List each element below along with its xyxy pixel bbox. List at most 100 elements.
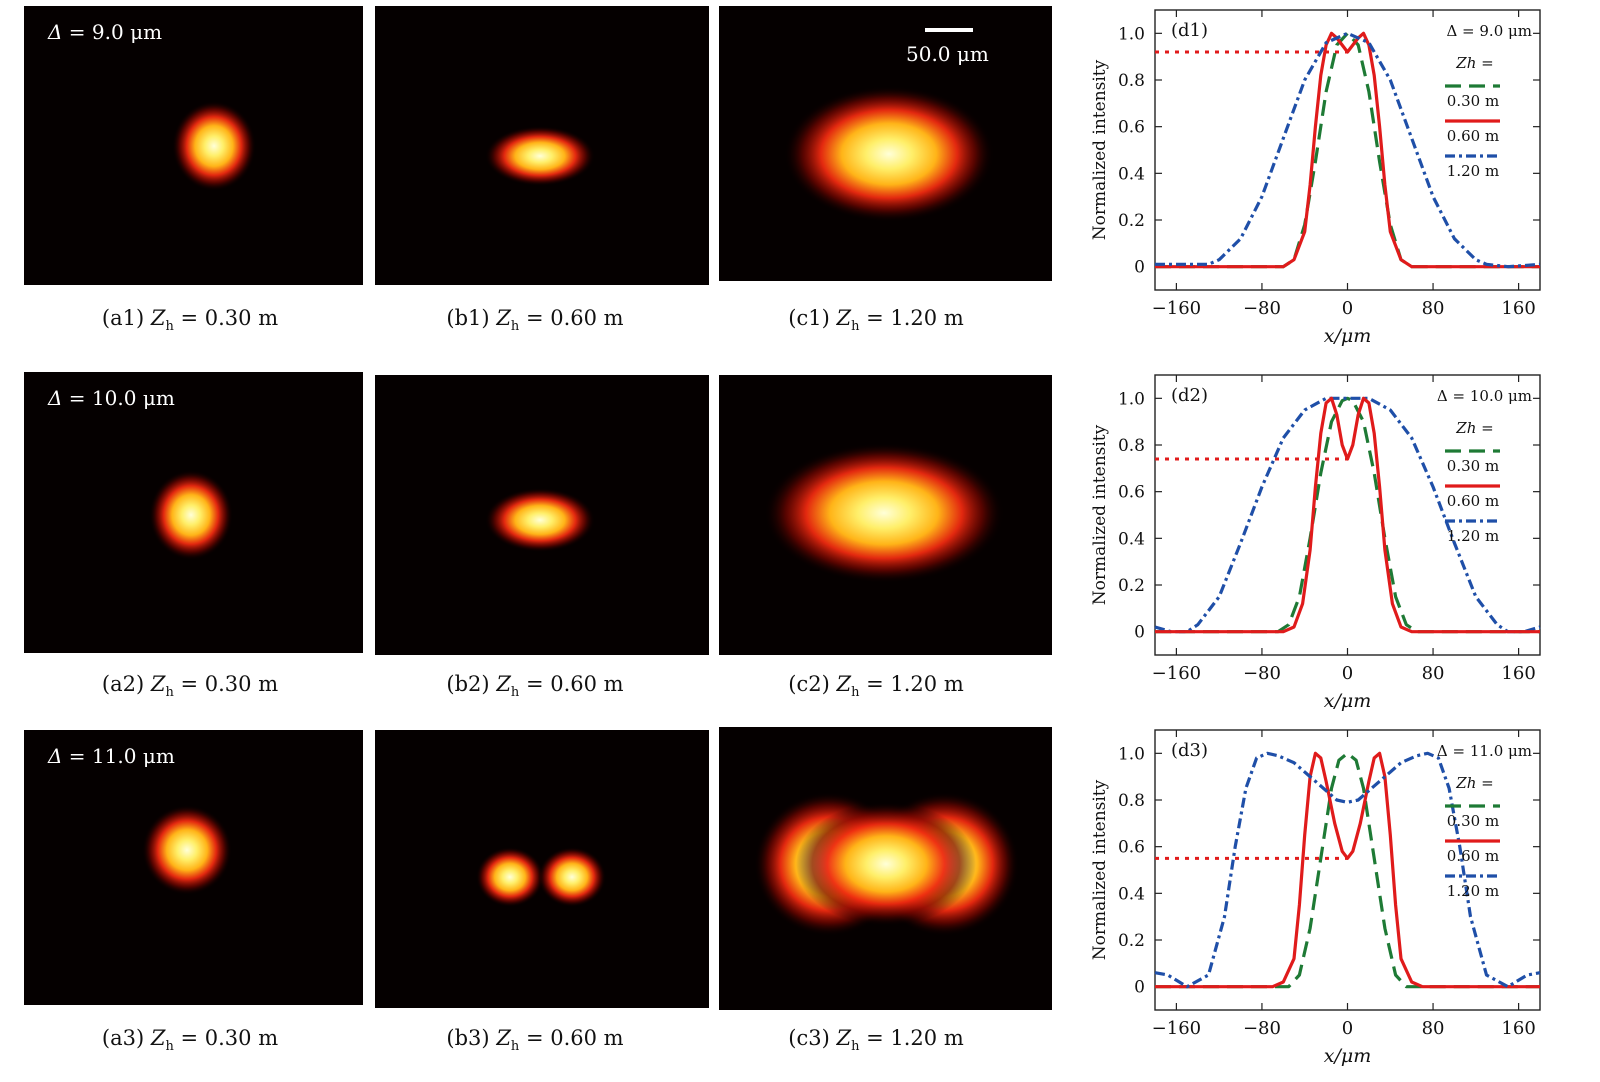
panel-caption: (b2) Zh = 0.60 m bbox=[446, 672, 624, 701]
beam-image-c1 bbox=[719, 6, 1052, 281]
beam-spot bbox=[764, 443, 1004, 583]
y-tick-label: 1.0 bbox=[1118, 744, 1145, 764]
legend-entry: 1.20 m bbox=[1447, 162, 1499, 180]
panel-caption: (b3) Zh = 0.60 m bbox=[446, 1026, 624, 1055]
beam-image-a1: Δ = 9.0 μm bbox=[24, 6, 363, 285]
delta-annotation: Δ = 11.0 μm bbox=[1437, 742, 1532, 760]
delta-label: Δ = 9.0 μm bbox=[48, 20, 163, 44]
y-tick-label: 0 bbox=[1134, 258, 1145, 278]
x-axis-label: x/μm bbox=[1324, 1045, 1371, 1067]
legend-entry: 0.30 m bbox=[1447, 457, 1499, 475]
beam-spot bbox=[476, 847, 544, 907]
beam-image-c2 bbox=[719, 375, 1052, 655]
panel-label: (d2) bbox=[1171, 385, 1208, 406]
legend-entry: 1.20 m bbox=[1447, 882, 1499, 900]
x-tick-label: −80 bbox=[1243, 298, 1281, 319]
panel-caption: (c3) Zh = 1.20 m bbox=[788, 1026, 964, 1055]
scale-bar bbox=[925, 28, 973, 32]
x-tick-label: −80 bbox=[1243, 663, 1281, 684]
legend-title: Zh = bbox=[1455, 54, 1493, 72]
y-tick-label: 0.4 bbox=[1118, 884, 1145, 904]
profile-plot-d3: −160 −80 0 80 160 0 0.2 0.4 0.6 0.8 1.0 x/μm Normali… bbox=[1070, 720, 1600, 1075]
beam-spot bbox=[784, 86, 994, 222]
x-tick-label: −160 bbox=[1152, 663, 1201, 684]
profile-plot-d2: −160 −80 0 80 160 0 0.2 0.4 0.6 0.8 1.0 x/μm Normali… bbox=[1070, 365, 1600, 715]
panel-caption: (c1) Zh = 1.20 m bbox=[788, 306, 964, 335]
beam-image-b3 bbox=[375, 730, 709, 1008]
y-tick-label: 0.6 bbox=[1118, 483, 1145, 503]
legend-entry: 1.20 m bbox=[1447, 527, 1499, 545]
legend-entry: 0.60 m bbox=[1447, 127, 1499, 145]
y-tick-label: 1.0 bbox=[1118, 389, 1145, 409]
delta-label: Δ = 10.0 μm bbox=[48, 386, 175, 410]
beam-image-a3: Δ = 11.0 μm bbox=[24, 730, 363, 1005]
y-tick-label: 0.2 bbox=[1118, 931, 1145, 951]
series-line-120m bbox=[1154, 751, 1541, 989]
y-tick-label: 0.2 bbox=[1118, 576, 1145, 596]
plot-frame bbox=[1154, 374, 1541, 656]
x-tick-label: 0 bbox=[1342, 1018, 1353, 1039]
beam-spot bbox=[538, 847, 606, 907]
y-tick-label: 0.8 bbox=[1118, 436, 1145, 456]
beam-spot bbox=[142, 805, 232, 895]
x-tick-label: −160 bbox=[1152, 298, 1201, 319]
series-line-120m bbox=[1154, 396, 1541, 634]
legend-entry: 0.60 m bbox=[1447, 847, 1499, 865]
x-tick-label: 80 bbox=[1422, 1018, 1445, 1039]
beam-spot bbox=[485, 488, 595, 552]
legend-title: Zh = bbox=[1455, 419, 1493, 437]
profile-plot-d1: −160 −80 0 80 160 0 0.2 0.4 0.6 0.8 1.0 x/μm Normali… bbox=[1070, 0, 1600, 350]
y-tick-label: 0 bbox=[1134, 623, 1145, 643]
beam-spot bbox=[149, 470, 233, 560]
legend-entry: 0.30 m bbox=[1447, 812, 1499, 830]
legend-entry: 0.30 m bbox=[1447, 92, 1499, 110]
x-tick-label: 0 bbox=[1342, 663, 1353, 684]
y-tick-label: 0.2 bbox=[1118, 211, 1145, 231]
y-tick-label: 0.6 bbox=[1118, 838, 1145, 858]
beam-spot bbox=[172, 101, 256, 191]
y-axis-label: Normalized intensity bbox=[1090, 59, 1110, 240]
x-tick-label: 80 bbox=[1422, 298, 1445, 319]
x-axis-label: x/μm bbox=[1324, 325, 1371, 347]
delta-label: Δ = 11.0 μm bbox=[48, 744, 175, 768]
scale-bar-label: 50.0 μm bbox=[906, 42, 989, 66]
panel-caption: (c2) Zh = 1.20 m bbox=[788, 672, 964, 701]
legend-entry: 0.60 m bbox=[1447, 492, 1499, 510]
x-tick-label: 160 bbox=[1501, 663, 1535, 684]
x-axis-label: x/μm bbox=[1324, 690, 1371, 712]
beam-image-a2: Δ = 10.0 μm bbox=[24, 372, 363, 653]
x-tick-label: 0 bbox=[1342, 298, 1353, 319]
panel-caption: (a3) Zh = 0.30 m bbox=[101, 1026, 279, 1055]
beam-image-c3 bbox=[719, 727, 1052, 1010]
beam-spot bbox=[485, 126, 595, 186]
panel-label: (d1) bbox=[1171, 20, 1208, 41]
panel-label: (d3) bbox=[1171, 740, 1208, 761]
legend-title: Zh = bbox=[1455, 774, 1493, 792]
y-tick-label: 0 bbox=[1134, 978, 1145, 998]
delta-annotation: Δ = 10.0 μm bbox=[1437, 387, 1532, 405]
x-tick-label: −80 bbox=[1243, 1018, 1281, 1039]
y-axis-label: Normalized intensity bbox=[1090, 779, 1110, 960]
beam-image-b1 bbox=[375, 6, 709, 285]
y-tick-label: 1.0 bbox=[1118, 24, 1145, 44]
y-tick-label: 0.4 bbox=[1118, 164, 1145, 184]
series-line-030m bbox=[1155, 396, 1540, 634]
beam-spot bbox=[796, 802, 976, 926]
y-tick-label: 0.6 bbox=[1118, 118, 1145, 138]
series-line-060m bbox=[1155, 396, 1540, 634]
beam-image-b2 bbox=[375, 375, 709, 655]
series-line-120m bbox=[1155, 31, 1541, 269]
panel-caption: (a1) Zh = 0.30 m bbox=[101, 306, 279, 335]
x-tick-label: −160 bbox=[1152, 1018, 1201, 1039]
x-tick-label: 160 bbox=[1501, 1018, 1535, 1039]
panel-caption: (b1) Zh = 0.60 m bbox=[446, 306, 624, 335]
y-axis-label: Normalized intensity bbox=[1090, 424, 1110, 605]
series-line-060m bbox=[1155, 751, 1540, 989]
x-tick-label: 160 bbox=[1501, 298, 1535, 319]
panel-caption: (a2) Zh = 0.30 m bbox=[101, 672, 279, 701]
y-tick-label: 0.8 bbox=[1118, 791, 1145, 811]
plot-frame bbox=[1154, 729, 1541, 1011]
delta-annotation: Δ = 9.0 μm bbox=[1446, 22, 1532, 40]
x-tick-label: 80 bbox=[1422, 663, 1445, 684]
y-tick-label: 0.8 bbox=[1118, 71, 1145, 91]
